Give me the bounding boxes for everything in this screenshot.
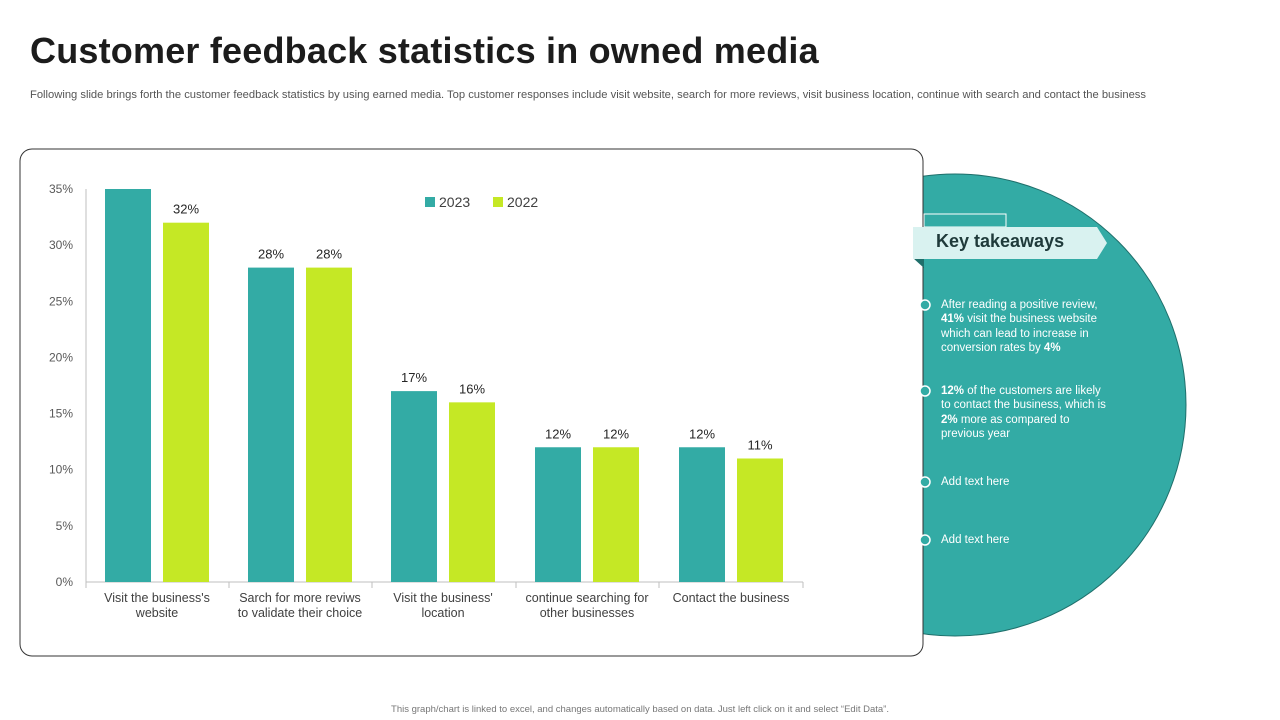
page-title: Customer feedback statistics in owned me… bbox=[30, 30, 819, 71]
y-tick-label: 5% bbox=[56, 519, 74, 533]
bar-2022 bbox=[163, 222, 209, 582]
legend-label-2023: 2023 bbox=[439, 194, 470, 210]
bar-2023 bbox=[679, 447, 725, 582]
y-tick-label: 35% bbox=[49, 182, 73, 196]
data-label-2023: 28% bbox=[258, 247, 284, 262]
key-takeaways-banner bbox=[913, 213, 1107, 268]
data-label-2022: 16% bbox=[459, 381, 485, 396]
takeaway-marker-icon bbox=[919, 299, 931, 311]
takeaway-marker-icon bbox=[919, 476, 931, 488]
y-tick-label: 20% bbox=[49, 350, 73, 364]
y-tick-label: 25% bbox=[49, 294, 73, 308]
banner-fold bbox=[913, 258, 924, 268]
x-category-label-line: location bbox=[421, 606, 464, 620]
y-tick-label: 0% bbox=[56, 575, 74, 589]
x-category-label: Contact the business bbox=[673, 591, 790, 605]
bar-2022 bbox=[593, 447, 639, 582]
takeaway-marker-icon bbox=[919, 385, 931, 397]
x-category-label-line: Visit the business's bbox=[104, 591, 210, 605]
x-category-label-line: Contact the business bbox=[673, 591, 790, 605]
bar-2023 bbox=[248, 267, 294, 582]
chart-data-labels: 28% 17% 12% 12% 32% 28% 16% 12% 11% bbox=[173, 202, 773, 453]
bar-2022 bbox=[449, 402, 495, 582]
page-subtitle: Following slide brings forth the custome… bbox=[30, 89, 1146, 101]
takeaway-marker-icon bbox=[919, 534, 931, 546]
x-category-label: Visit the business's website bbox=[104, 591, 210, 620]
bar-2023 bbox=[535, 447, 581, 582]
data-label-2023: 17% bbox=[401, 370, 427, 385]
chart-legend[interactable]: 2023 2022 bbox=[425, 194, 538, 210]
bar-2022 bbox=[306, 267, 352, 582]
x-category-label-line: Sarch for more reviws bbox=[239, 591, 361, 605]
legend-swatch-2023 bbox=[425, 197, 435, 207]
x-category-label: Sarch for more reviws to validate their c… bbox=[238, 591, 362, 620]
legend-swatch-2022 bbox=[493, 197, 503, 207]
data-label-2023: 12% bbox=[545, 426, 571, 441]
x-category-label: Visit the business' location bbox=[393, 591, 492, 620]
x-category-label-line: to validate their choice bbox=[238, 606, 362, 620]
banner-shape bbox=[913, 227, 1107, 259]
legend-label-2022: 2022 bbox=[507, 194, 538, 210]
y-tick-label: 15% bbox=[49, 407, 73, 421]
bar-2023 bbox=[105, 189, 151, 582]
takeaway-item-4[interactable]: Add text here bbox=[941, 534, 1010, 546]
data-label-2022: 11% bbox=[747, 437, 772, 452]
key-takeaways-heading: Key takeaways bbox=[936, 231, 1065, 251]
y-tick-label: 10% bbox=[49, 463, 73, 477]
takeaway-item-2[interactable]: 12% of the customers are likely to conta… bbox=[941, 385, 1106, 440]
x-category-label: continue searching for other businesses bbox=[526, 591, 649, 620]
takeaway-item-1[interactable]: After reading a positive review, 41% vis… bbox=[941, 299, 1098, 354]
footer-note: This graph/chart is linked to excel, and… bbox=[391, 704, 889, 715]
x-category-label-line: website bbox=[135, 606, 178, 620]
takeaway-markers bbox=[919, 299, 931, 546]
bar-2022 bbox=[737, 458, 783, 582]
data-label-2023: 12% bbox=[689, 426, 715, 441]
y-tick-label: 30% bbox=[49, 238, 73, 252]
bar-2023 bbox=[391, 391, 437, 582]
data-label-2022: 28% bbox=[316, 247, 342, 262]
x-category-label-line: continue searching for bbox=[526, 591, 649, 605]
takeaway-item-3[interactable]: Add text here bbox=[941, 476, 1010, 488]
data-label-2022: 12% bbox=[603, 426, 629, 441]
x-category-label-line: other businesses bbox=[540, 606, 635, 620]
x-category-label-line: Visit the business' bbox=[393, 591, 492, 605]
data-label-2022: 32% bbox=[173, 202, 199, 217]
chart-bars bbox=[105, 189, 783, 582]
